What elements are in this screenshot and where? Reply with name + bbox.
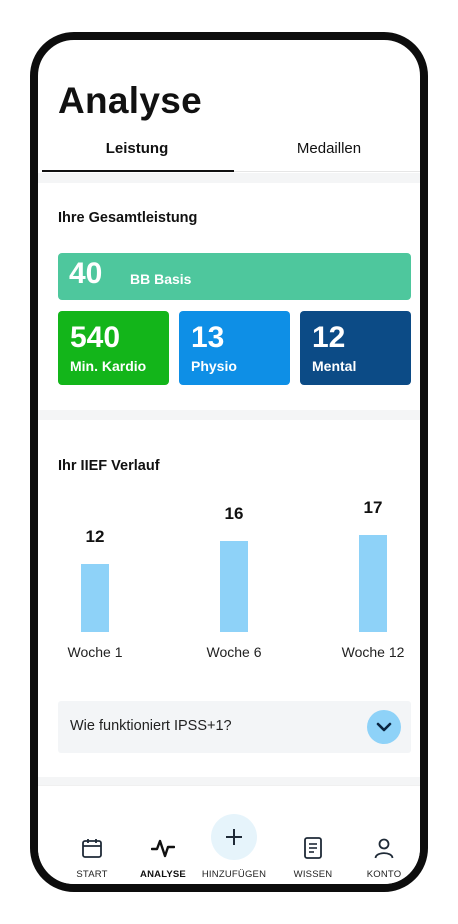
nav-label: WISSEN: [293, 869, 333, 880]
chart-bar: [220, 541, 248, 632]
nav-label: START: [76, 869, 108, 880]
calendar-icon: [80, 836, 104, 860]
faq-accordion[interactable]: Wie funktioniert IPSS+1?: [58, 701, 411, 753]
nav-label: HINZUFÜGEN: [201, 869, 267, 880]
user-icon: [372, 836, 396, 860]
section-divider: [38, 777, 420, 785]
chart-data-label: 12: [85, 527, 105, 546]
plus-icon: [222, 825, 246, 849]
section-divider: [38, 410, 420, 420]
physio-value: 13: [191, 321, 225, 354]
document-icon: [301, 836, 325, 860]
physio-label: Physio: [191, 358, 237, 374]
activity-icon: [150, 836, 176, 860]
tab-leistung[interactable]: Leistung: [105, 140, 169, 157]
tab-divider: [234, 171, 420, 172]
mental-value: 12: [312, 321, 346, 354]
faq-question: Wie funktioniert IPSS+1?: [70, 718, 232, 734]
chart-category-label: Woche 12: [341, 644, 405, 660]
chart-category-label: Woche 6: [206, 644, 262, 660]
chevron-down-icon[interactable]: [367, 710, 401, 744]
chart-bar: [359, 535, 387, 632]
bottom-navigation: START ANALYSE HINZUFÜGEN WISSEN KO: [38, 785, 420, 884]
kardio-card: 540 Min. Kardio: [58, 311, 169, 385]
tab-medaillen[interactable]: Medaillen: [296, 140, 362, 157]
bb-basis-label: BB Basis: [130, 271, 192, 287]
performance-heading: Ihre Gesamtleistung: [58, 210, 198, 226]
phone-frame: Analyse Leistung Medaillen Ihre Gesamtle…: [30, 32, 428, 892]
iief-heading: Ihr IIEF Verlauf: [58, 458, 160, 474]
section-divider: [38, 173, 420, 183]
chart-bar: [81, 564, 109, 632]
chart-category-label: Woche 1: [67, 644, 123, 660]
kardio-value: 540: [70, 321, 121, 354]
page-title: Analyse: [58, 80, 203, 121]
kardio-label: Min. Kardio: [70, 358, 147, 374]
add-button[interactable]: [211, 814, 257, 860]
bb-basis-card: 40 BB Basis: [58, 253, 411, 300]
mental-card: 12 Mental: [300, 311, 411, 385]
nav-label: KONTO: [366, 869, 402, 880]
mental-label: Mental: [312, 358, 357, 374]
chart-data-label: 16: [224, 504, 244, 523]
physio-card: 13 Physio: [179, 311, 290, 385]
nav-label: ANALYSE: [140, 869, 186, 880]
bb-basis-value: 40: [69, 257, 103, 290]
active-tab-indicator: [42, 170, 234, 172]
chart-data-label: 17: [363, 498, 383, 517]
